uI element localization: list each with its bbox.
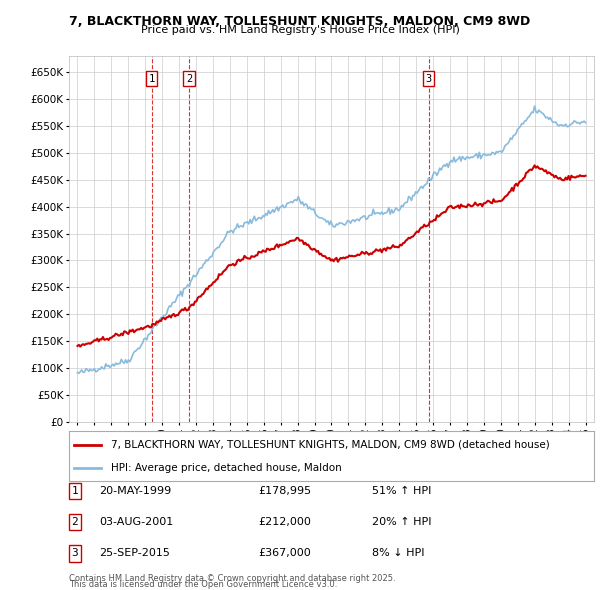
Text: 25-SEP-2015: 25-SEP-2015 xyxy=(99,549,170,558)
Text: 20% ↑ HPI: 20% ↑ HPI xyxy=(372,517,431,527)
Text: HPI: Average price, detached house, Maldon: HPI: Average price, detached house, Mald… xyxy=(111,463,342,473)
Text: 51% ↑ HPI: 51% ↑ HPI xyxy=(372,486,431,496)
Text: 3: 3 xyxy=(71,549,79,558)
Text: £178,995: £178,995 xyxy=(258,486,311,496)
Text: Contains HM Land Registry data © Crown copyright and database right 2025.: Contains HM Land Registry data © Crown c… xyxy=(69,574,395,583)
Text: £367,000: £367,000 xyxy=(258,549,311,558)
Text: 1: 1 xyxy=(149,74,155,84)
Text: 20-MAY-1999: 20-MAY-1999 xyxy=(99,486,171,496)
Text: 7, BLACKTHORN WAY, TOLLESHUNT KNIGHTS, MALDON, CM9 8WD: 7, BLACKTHORN WAY, TOLLESHUNT KNIGHTS, M… xyxy=(70,15,530,28)
Text: 3: 3 xyxy=(425,74,431,84)
Text: 8% ↓ HPI: 8% ↓ HPI xyxy=(372,549,425,558)
Text: £212,000: £212,000 xyxy=(258,517,311,527)
Text: 7, BLACKTHORN WAY, TOLLESHUNT KNIGHTS, MALDON, CM9 8WD (detached house): 7, BLACKTHORN WAY, TOLLESHUNT KNIGHTS, M… xyxy=(111,440,550,450)
Text: 2: 2 xyxy=(186,74,192,84)
Text: 2: 2 xyxy=(71,517,79,527)
Text: This data is licensed under the Open Government Licence v3.0.: This data is licensed under the Open Gov… xyxy=(69,581,337,589)
Text: Price paid vs. HM Land Registry's House Price Index (HPI): Price paid vs. HM Land Registry's House … xyxy=(140,25,460,35)
Text: 03-AUG-2001: 03-AUG-2001 xyxy=(99,517,173,527)
Text: 1: 1 xyxy=(71,486,79,496)
